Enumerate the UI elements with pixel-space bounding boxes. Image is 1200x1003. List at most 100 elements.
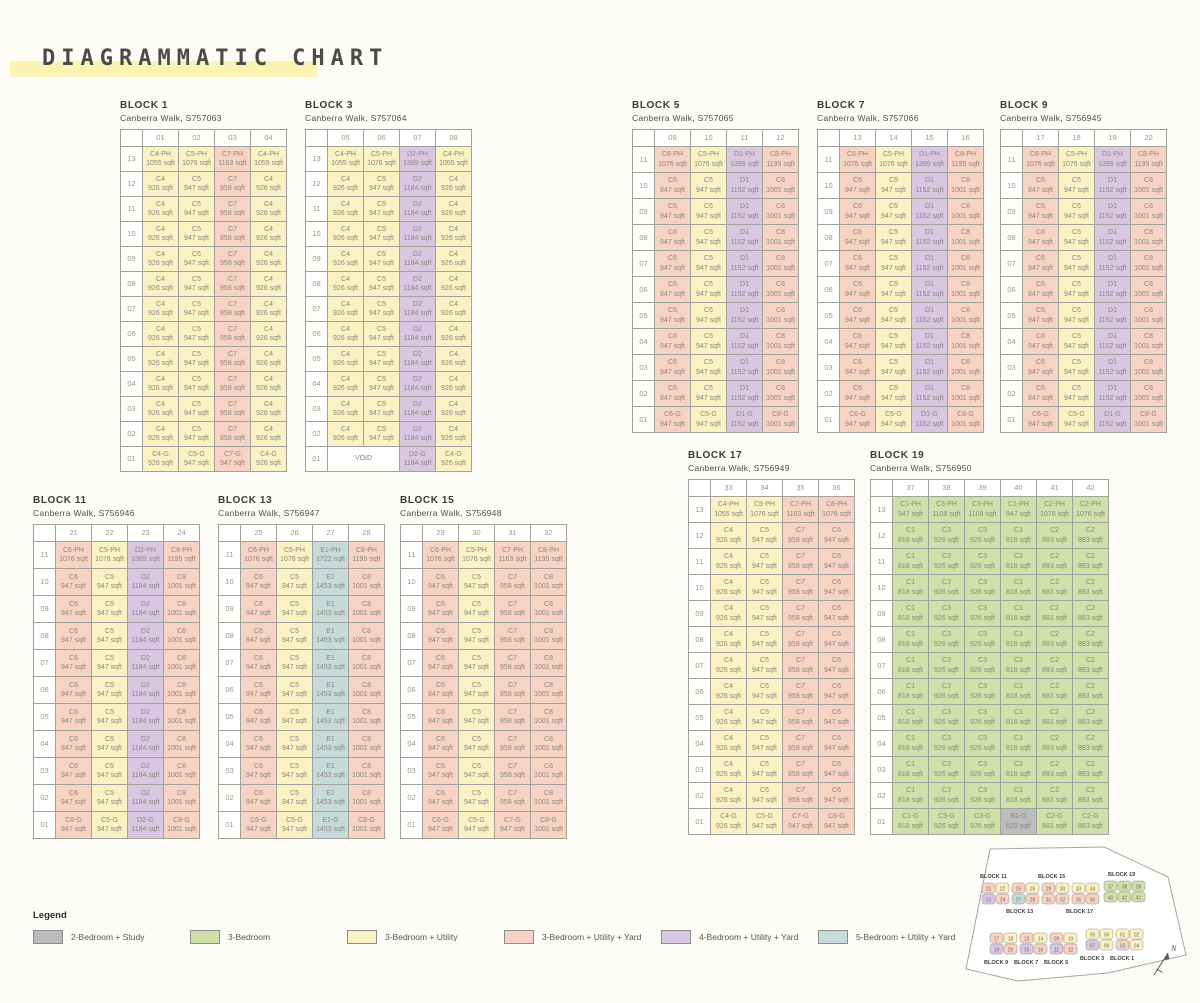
unit-cell: C4 926 sqft <box>142 346 179 372</box>
unit-cell: C8 1001 sqft <box>762 250 799 277</box>
site-unit <box>1049 943 1064 955</box>
unit-cell: C2 883 sqft <box>1036 522 1073 549</box>
site-unit <box>1117 880 1132 892</box>
unit-area: 947 sqft <box>898 510 923 518</box>
unit-area: 947 sqft <box>696 316 721 324</box>
unit-type: C5 <box>105 681 114 689</box>
unit-type: D1 <box>740 333 749 341</box>
unit-type: D2-G <box>409 450 426 458</box>
unit-cell: C5 947 sqft <box>458 649 495 677</box>
unit-area: 947 sqft <box>696 264 721 272</box>
unit-area: 926 sqft <box>970 536 995 544</box>
unit-type: C3 <box>978 761 987 769</box>
unit-area: 926 sqft <box>256 360 281 367</box>
unit-type: C6 <box>668 307 677 315</box>
floor-label: 07 <box>120 296 143 322</box>
unit-type: C8 <box>544 681 553 689</box>
block-grid: 33 34 35 36 13 C4-PH 1055 sqft C5-PH 1076 sqft C7… <box>688 479 855 835</box>
unit-cell: C5-PH 1076 sqft <box>458 541 495 569</box>
stack-number: 20 <box>1130 129 1167 147</box>
unit-area: 926 sqft <box>148 210 173 217</box>
unit-area: 926 sqft <box>441 235 466 242</box>
unit-area: 926 sqft <box>441 435 466 442</box>
unit-area: 947 sqft <box>246 745 271 752</box>
site-block-label: BLOCK 19 <box>1108 872 1135 878</box>
unit-type: D1 <box>925 333 934 341</box>
floor-label: 01 <box>688 808 711 835</box>
unit-area: 926 sqft <box>333 335 358 342</box>
unit-area: 1001 sqft <box>766 342 795 350</box>
unit-cell: C2 883 sqft <box>1072 782 1109 809</box>
unit-type: C4 <box>341 175 350 183</box>
unit-area: 1184 sqft <box>403 360 432 367</box>
unit-cell: C5 947 sqft <box>458 676 495 704</box>
unit-cell: C4 926 sqft <box>435 221 472 247</box>
unit-cell: C6 947 sqft <box>422 676 459 704</box>
unit-area: 883 sqft <box>1078 744 1103 752</box>
unit-cell: C1 818 sqft <box>892 574 929 601</box>
unit-type: C7-PH <box>789 501 811 509</box>
unit-cell: C2 883 sqft <box>1072 756 1109 783</box>
unit-area: 947 sqft <box>246 664 271 671</box>
unit-area: 947 sqft <box>881 420 906 428</box>
unit-area: 926 sqft <box>148 335 173 342</box>
unit-area: 947 sqft <box>61 772 86 779</box>
unit-cell: C5 947 sqft <box>363 321 400 347</box>
unit-type: C6 <box>436 681 445 689</box>
unit-type: C5 <box>889 333 898 341</box>
site-unit-number: 38 <box>1122 884 1128 890</box>
site-unit-number: 22 <box>1000 886 1006 892</box>
unit-cell: C1 818 sqft <box>892 678 929 705</box>
floor-label: 07 <box>33 649 56 677</box>
floor-label: 05 <box>305 346 328 372</box>
unit-cell: C2 883 sqft <box>1072 600 1109 627</box>
unit-type: C6 <box>69 654 78 662</box>
unit-type: C5 <box>472 627 481 635</box>
unit-area: 926 sqft <box>716 562 741 570</box>
unit-area: 926 sqft <box>333 435 358 442</box>
unit-type: C7 <box>508 654 517 662</box>
unit-cell: C4 926 sqft <box>250 171 287 197</box>
unit-area: 926 sqft <box>934 536 959 544</box>
unit-cell: C4 926 sqft <box>142 396 179 422</box>
unit-cell: C5 947 sqft <box>363 271 400 297</box>
unit-type: C1 <box>1014 683 1023 691</box>
unit-area: 1152 sqft <box>1098 342 1127 350</box>
unit-type: C8-PH <box>170 546 192 554</box>
unit-type: D2 <box>141 627 150 635</box>
unit-cell: C5-G 947 sqft <box>746 808 783 835</box>
block-title: BLOCK 13 <box>218 495 273 506</box>
unit-area: 947 sqft <box>824 744 849 752</box>
unit-area: 1001 sqft <box>167 664 196 671</box>
floor-label: 10 <box>632 172 655 199</box>
unit-type: C6 <box>853 359 862 367</box>
unit-cell: D2 1184 sqft <box>399 271 436 297</box>
unit-type: C6-PH <box>429 546 451 554</box>
unit-type: C7 <box>796 709 805 717</box>
unit-cell: D2 1184 sqft <box>399 171 436 197</box>
unit-area: 947 sqft <box>1028 368 1053 376</box>
unit-area: 947 sqft <box>881 394 906 402</box>
floor-label: 02 <box>400 784 423 812</box>
unit-area: 947 sqft <box>184 260 209 267</box>
unit-cell: C8 1001 sqft <box>1130 250 1167 277</box>
unit-area: 1152 sqft <box>730 238 759 246</box>
unit-cell: C5 947 sqft <box>458 622 495 650</box>
unit-area: 1076 sqft <box>182 160 211 167</box>
unit-area: 1076 sqft <box>843 160 872 168</box>
unit-type: C7 <box>228 400 237 408</box>
unit-area: 818 sqft <box>1006 562 1031 570</box>
unit-cell: C7 958 sqft <box>214 321 251 347</box>
unit-type: C1-PH <box>899 501 921 509</box>
unit-type: C6-G <box>1032 411 1049 419</box>
unit-type: C2 <box>1086 683 1095 691</box>
unit-type: C8 <box>177 735 186 743</box>
unit-type: C4-PH <box>717 501 739 509</box>
unit-type: C2 <box>1050 605 1059 613</box>
unit-area: 958 sqft <box>220 385 245 392</box>
unit-type: C8 <box>1144 333 1153 341</box>
unit-type: C4 <box>449 350 458 358</box>
floor-label: 05 <box>688 704 711 731</box>
unit-type: C5-G <box>468 816 485 824</box>
unit-area: 947 sqft <box>184 210 209 217</box>
